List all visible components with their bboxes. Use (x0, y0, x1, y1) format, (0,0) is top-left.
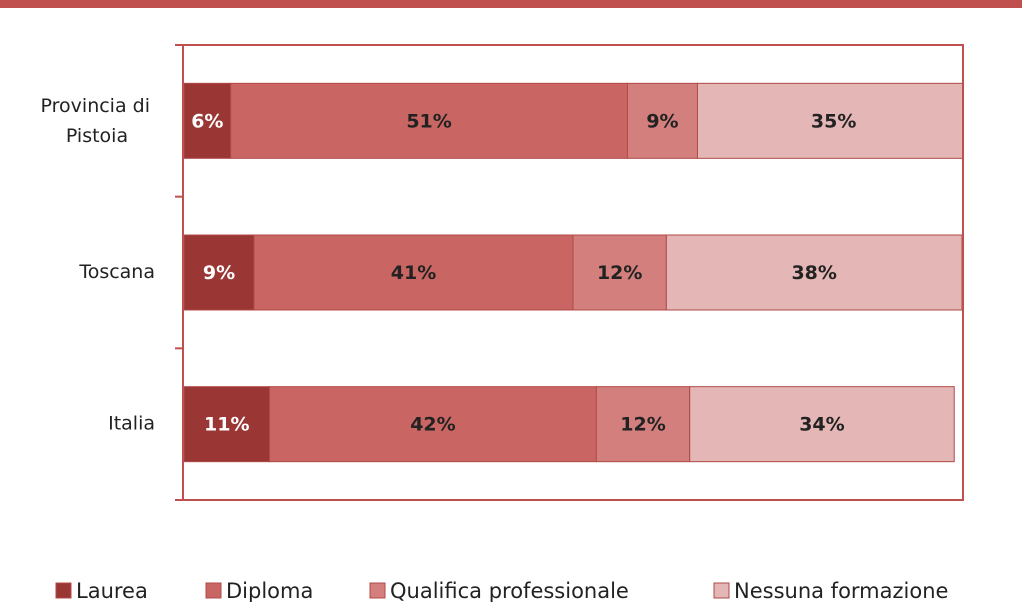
data-label: 6% (191, 110, 223, 132)
bar-segment (269, 386, 597, 463)
data-label: 12% (620, 414, 665, 436)
header-band (0, 0, 1022, 8)
bar-segment (572, 234, 667, 311)
legend-swatch (55, 582, 72, 599)
legend-swatch (369, 582, 386, 599)
y-tick-label: Provincia di Pistoia (41, 94, 150, 146)
data-label: 9% (646, 110, 678, 132)
bar-segment (253, 234, 574, 311)
data-label: 51% (406, 110, 451, 132)
data-label: 11% (204, 414, 249, 436)
bar-segment (230, 82, 628, 159)
legend-swatch (713, 582, 730, 599)
y-tick-label: Italia (108, 413, 155, 435)
data-label: 38% (791, 262, 836, 284)
bar-segment (696, 82, 962, 159)
legend-label: Laurea (76, 579, 148, 602)
bar-segment (626, 82, 698, 159)
data-label: 35% (811, 110, 856, 132)
legend-label: Qualifica professionale (390, 579, 629, 602)
y-tick-label: Toscana (78, 261, 155, 283)
data-label: 9% (203, 262, 235, 284)
bar-segment (689, 386, 955, 463)
legend-label: Nessuna formazione (734, 579, 948, 602)
bar-segment (665, 234, 962, 311)
legend-swatch (205, 582, 222, 599)
legend-label: Diploma (226, 579, 313, 602)
data-label: 42% (410, 414, 455, 436)
bar-segment (184, 234, 255, 311)
data-label: 12% (597, 262, 642, 284)
bar-segment (184, 82, 232, 159)
data-label: 41% (391, 262, 436, 284)
bars: 6% 51% 9% 35% 9% 41% 12% 38% 11% 42% 12% 34% (184, 82, 962, 463)
data-label: 34% (799, 414, 844, 436)
